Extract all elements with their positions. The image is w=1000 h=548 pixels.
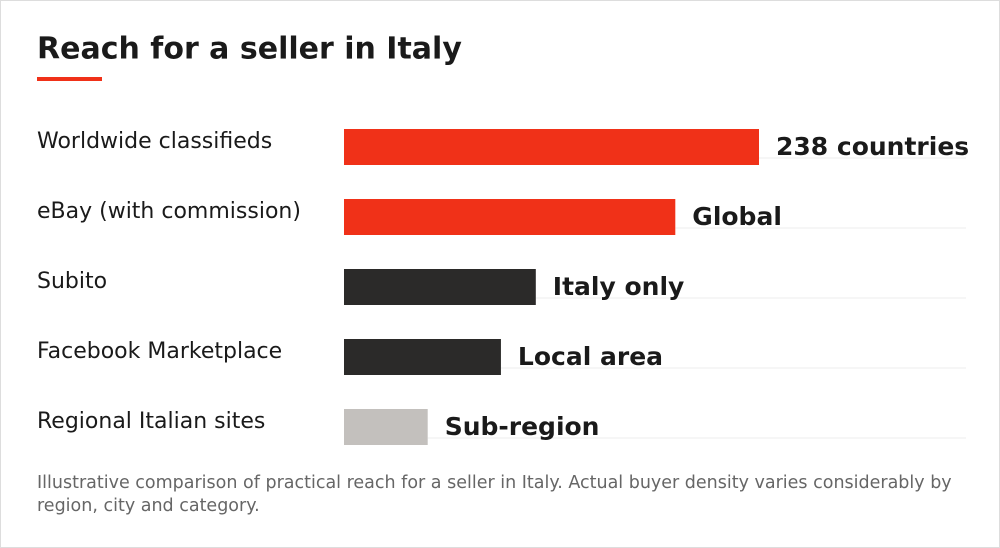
category-label: Subito (37, 269, 107, 294)
bar (344, 129, 759, 165)
bar (344, 339, 501, 375)
category-label: Facebook Marketplace (37, 339, 282, 364)
bar (344, 409, 428, 445)
bar (344, 199, 676, 235)
footnote: Illustrative comparison of practical rea… (37, 473, 952, 516)
category-label: eBay (with commission) (37, 199, 301, 224)
value-label: Italy only (553, 272, 685, 301)
value-label: Sub-region (445, 412, 600, 441)
value-label: 238 countries (776, 132, 969, 161)
category-label: Regional Italian sites (37, 409, 265, 434)
value-label: Local area (518, 342, 663, 371)
category-label: Worldwide classifieds (37, 129, 272, 154)
bar (344, 269, 536, 305)
title-underline (37, 77, 102, 81)
chart-title: Reach for a seller in Italy (37, 32, 462, 67)
value-label: Global (692, 202, 782, 231)
